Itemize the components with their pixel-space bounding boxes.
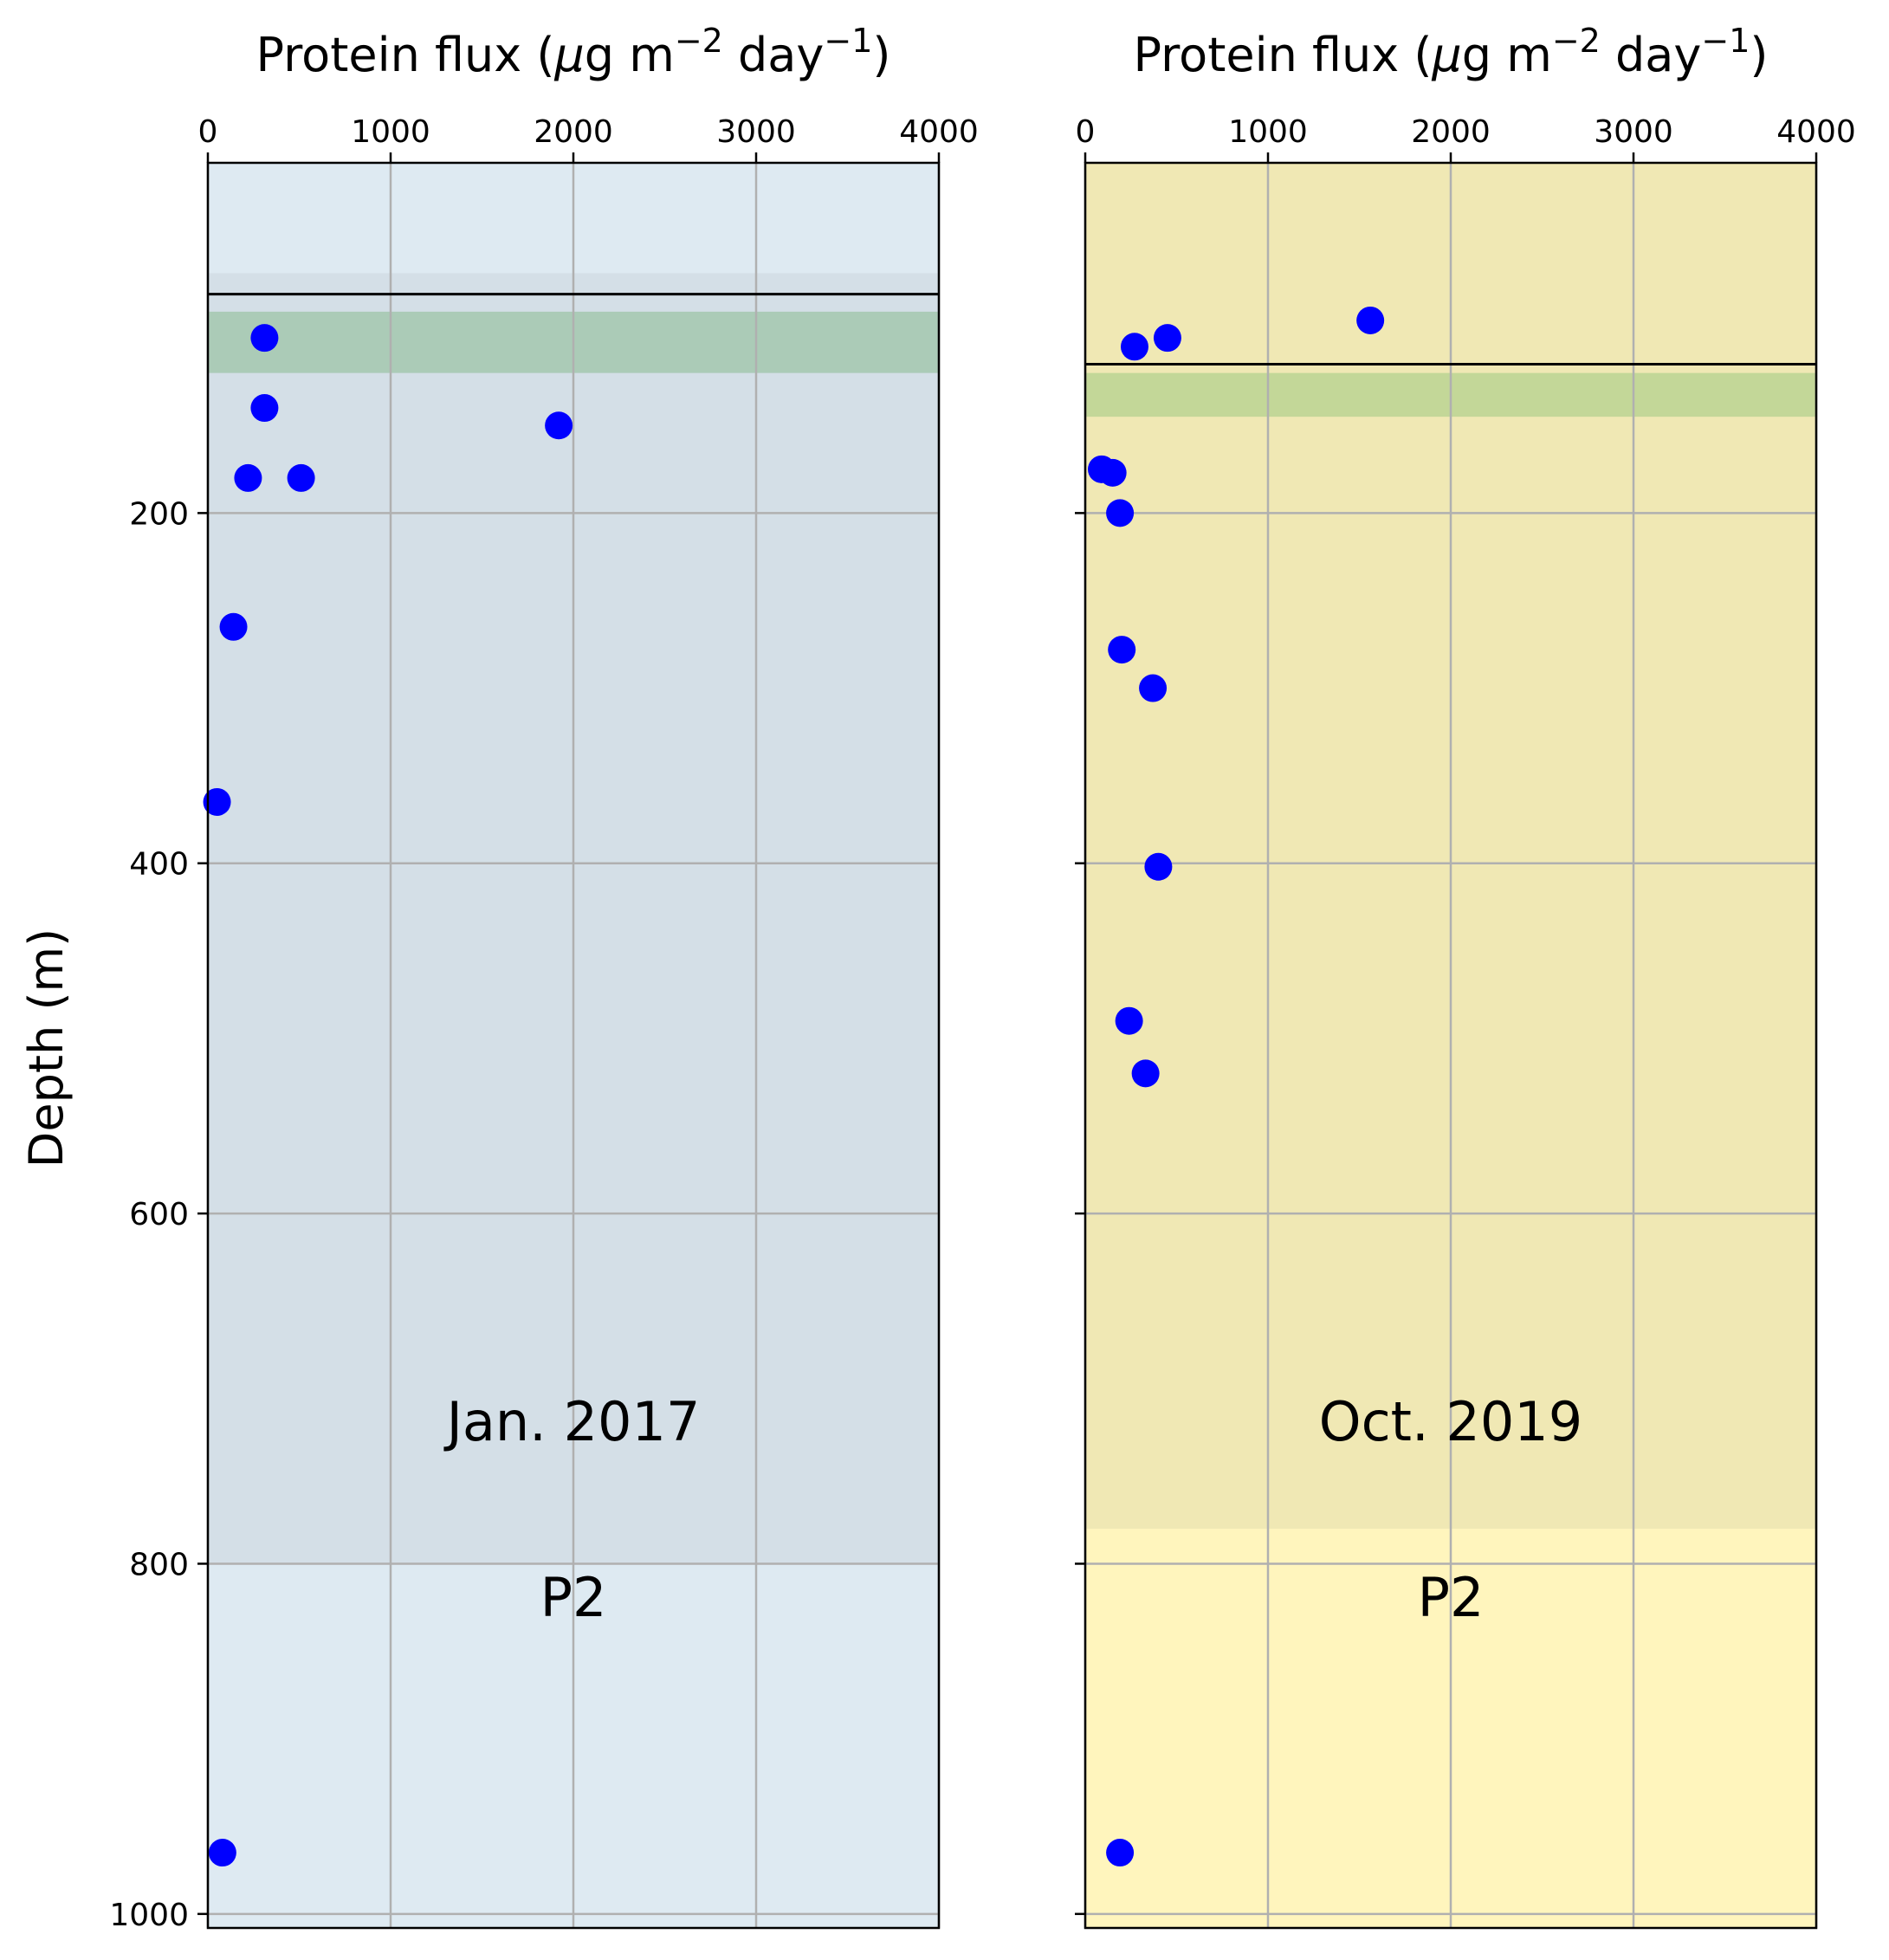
y-tick-label: 600	[129, 1197, 189, 1232]
x-tick-label: 3000	[1594, 114, 1673, 150]
data-point	[1106, 1839, 1135, 1867]
data-point	[1139, 674, 1168, 702]
data-point	[234, 463, 262, 492]
data-point	[1098, 458, 1127, 487]
data-point	[1356, 306, 1385, 334]
data-point	[1106, 499, 1135, 527]
data-point	[219, 612, 248, 641]
data-point	[1131, 1059, 1160, 1088]
x-axis-title: Protein flux (μg m−2 day−1)	[256, 22, 891, 82]
station-label: P2	[540, 1566, 607, 1629]
data-point	[1144, 852, 1173, 881]
panel-1: Jan. 2017 P2 0 1000 2000 3000 4000 200 400 600 800…	[109, 22, 978, 1933]
y-tick-label: 400	[129, 847, 189, 883]
data-point	[545, 411, 573, 440]
x-axis-title: Protein flux (μg m−2 day−1)	[1134, 22, 1769, 82]
x-tick-label: 0	[198, 114, 218, 150]
data-point	[1108, 636, 1136, 664]
data-point	[208, 1839, 236, 1867]
data-point	[287, 463, 315, 492]
date-label: Oct. 2019	[1319, 1390, 1582, 1453]
x-tick-label: 4000	[899, 114, 979, 150]
data-point	[203, 787, 231, 816]
x-tick-label: 3000	[716, 114, 796, 150]
y-tick-label: 800	[129, 1547, 189, 1582]
y-axis-label: Depth (m)	[19, 928, 74, 1168]
data-point	[1120, 333, 1148, 361]
station-label: P2	[1418, 1566, 1485, 1629]
data-point	[1115, 1006, 1143, 1035]
x-tick-label: 4000	[1776, 114, 1856, 150]
y-tick-label: 200	[129, 496, 189, 532]
data-point	[250, 324, 279, 353]
x-tick-label: 0	[1076, 114, 1096, 150]
data-point	[1153, 324, 1181, 353]
data-point	[250, 394, 279, 423]
y-tick-label: 1000	[109, 1898, 189, 1933]
x-tick-label: 1000	[1228, 114, 1308, 150]
date-label: Jan. 2017	[443, 1390, 701, 1453]
x-tick-label: 1000	[351, 114, 430, 150]
x-tick-label: 2000	[534, 114, 613, 150]
x-tick-label: 2000	[1411, 114, 1491, 150]
